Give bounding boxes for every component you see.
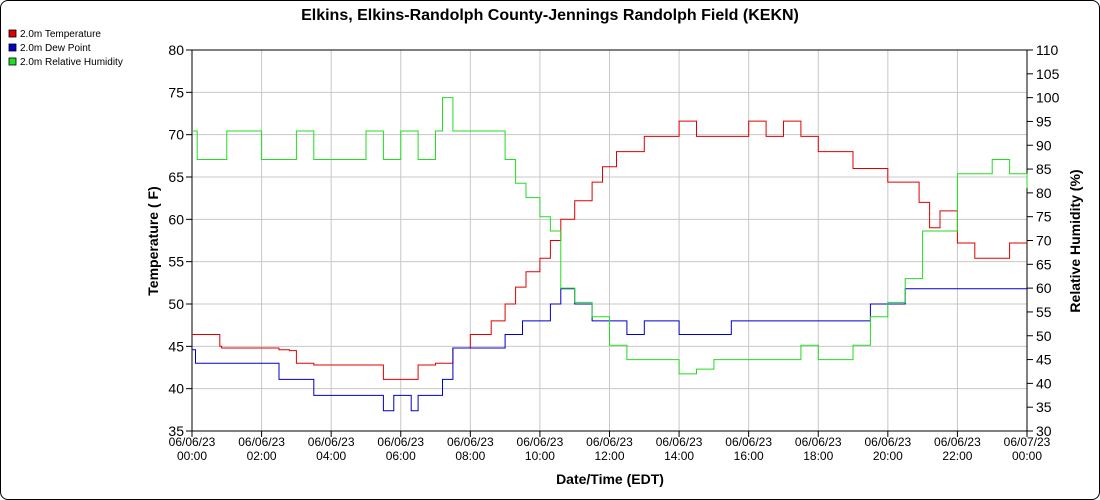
legend-swatch xyxy=(8,29,17,38)
chart-title: Elkins, Elkins-Randolph County-Jennings … xyxy=(301,7,799,24)
y2-tick-label: 45 xyxy=(1036,352,1052,368)
x-tick-date: 06/06/23 xyxy=(586,435,633,449)
x-tick-date: 06/06/23 xyxy=(725,435,772,449)
y2-tick-label: 70 xyxy=(1036,233,1052,249)
y-tick-label: 45 xyxy=(168,338,184,354)
x-tick-time: 08:00 xyxy=(455,449,485,463)
y2-tick-label: 80 xyxy=(1036,185,1052,201)
legend: 2.0m Temperature 2.0m Dew Point 2.0m Relat… xyxy=(8,29,123,68)
x-tick-date: 06/06/23 xyxy=(447,435,494,449)
y-tick-label: 65 xyxy=(168,169,184,185)
x-tick-time: 00:00 xyxy=(177,449,207,463)
x-tick-date: 06/06/23 xyxy=(308,435,355,449)
legend-entry: 2.0m Dew Point xyxy=(20,43,91,54)
y-tick-label: 70 xyxy=(168,127,184,143)
y-tick-label: 60 xyxy=(168,211,184,227)
x-tick-time: 04:00 xyxy=(316,449,346,463)
series-lines xyxy=(192,97,1028,412)
y2-tick-label: 85 xyxy=(1036,161,1052,177)
x-tick-time: 22:00 xyxy=(942,449,972,463)
x-tick-date: 06/06/23 xyxy=(377,435,424,449)
y2-tick-label: 100 xyxy=(1036,90,1060,106)
x-tick-time: 18:00 xyxy=(803,449,833,463)
legend-entry: 2.0m Relative Humidity xyxy=(20,57,123,68)
y-axis-ticks: 35 40 45 50 55 60 65 70 75 80 xyxy=(168,42,192,439)
y2-tick-label: 55 xyxy=(1036,304,1052,320)
series-line-2-0m-dew-point xyxy=(192,288,1027,412)
x-tick-date: 06/06/23 xyxy=(169,435,216,449)
y2-tick-label: 105 xyxy=(1036,66,1060,82)
y2-axis-label: Relative Humidity (%) xyxy=(1067,169,1083,312)
x-tick-date: 06/06/23 xyxy=(795,435,842,449)
x-tick-time: 20:00 xyxy=(873,449,903,463)
y2-tick-label: 95 xyxy=(1036,113,1052,129)
x-tick-time: 12:00 xyxy=(594,449,624,463)
x-tick-date: 06/06/23 xyxy=(238,435,285,449)
x-tick-date: 06/06/23 xyxy=(864,435,911,449)
y-axis-label: Temperature ( F) xyxy=(145,186,161,295)
grid xyxy=(192,49,1027,432)
y2-tick-label: 75 xyxy=(1036,209,1052,225)
y2-tick-label: 35 xyxy=(1036,399,1052,415)
legend-swatch xyxy=(8,43,17,52)
x-tick-date: 06/07/23 xyxy=(1004,435,1051,449)
y2-tick-label: 50 xyxy=(1036,328,1052,344)
y2-axis-ticks: 30 35 40 45 50 55 60 65 70 75 80 85 90 95 100 105 110 xyxy=(1027,42,1060,439)
y-tick-label: 35 xyxy=(168,423,184,439)
legend-swatch xyxy=(8,57,17,66)
legend-entry: 2.0m Temperature xyxy=(20,29,101,40)
x-tick-date: 06/06/23 xyxy=(934,435,981,449)
y-tick-label: 80 xyxy=(168,42,184,58)
x-tick-time: 10:00 xyxy=(525,449,555,463)
x-tick-time: 16:00 xyxy=(734,449,764,463)
y2-tick-label: 30 xyxy=(1036,423,1052,439)
x-tick-time: 02:00 xyxy=(247,449,277,463)
y-tick-label: 40 xyxy=(168,381,184,397)
series-line-2-0m-temperature xyxy=(192,120,1027,380)
x-tick-time: 06:00 xyxy=(386,449,416,463)
y-tick-label: 50 xyxy=(168,296,184,312)
y-tick-label: 75 xyxy=(168,84,184,100)
x-tick-date: 06/06/23 xyxy=(656,435,703,449)
x-tick-time: 14:00 xyxy=(664,449,694,463)
x-axis-label: Date/Time (EDT) xyxy=(556,471,664,487)
y2-tick-label: 60 xyxy=(1036,280,1052,296)
y-tick-label: 55 xyxy=(168,254,184,270)
y2-tick-label: 110 xyxy=(1036,42,1059,58)
y2-tick-label: 90 xyxy=(1036,137,1052,153)
y2-tick-label: 65 xyxy=(1036,256,1052,272)
x-tick-date: 06/06/23 xyxy=(517,435,564,449)
y2-tick-label: 40 xyxy=(1036,375,1052,391)
x-axis-ticks: 06/06/2300:0006/06/2302:0006/06/2304:000… xyxy=(169,431,1051,463)
x-tick-time: 00:00 xyxy=(1012,449,1042,463)
series-line-2-0m-relative-humidity xyxy=(192,97,1028,375)
